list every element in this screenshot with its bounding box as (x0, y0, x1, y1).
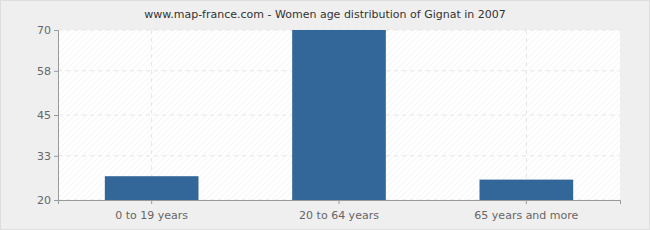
tick: 20 to 64 years (299, 200, 379, 222)
bar (105, 176, 199, 200)
tick-mark (339, 200, 340, 204)
tick-label: 20 to 64 years (299, 209, 379, 222)
bar (480, 180, 574, 200)
background (1, 1, 650, 230)
tick-mark (54, 156, 58, 157)
plot: 20 33 45 58 70 0 to 19 years 20 to 64 years 65 … (37, 24, 621, 222)
y-axis: 20 33 45 58 70 (37, 24, 59, 207)
bar (292, 30, 386, 200)
tick-label: 33 (37, 150, 51, 163)
x-axis: 0 to 19 years 20 to 64 years 65 years and … (59, 200, 621, 222)
tick: 45 (37, 109, 58, 122)
tick-label: 58 (37, 65, 51, 78)
tick-label: 20 (37, 194, 51, 207)
tick-label: 65 years and more (474, 209, 578, 222)
tick: 20 (37, 194, 58, 207)
tick: 58 (37, 65, 58, 78)
grid (58, 30, 620, 200)
chart: www.map-france.com - Women age distribut… (0, 0, 650, 230)
tick-mark (54, 71, 58, 72)
axis-line (54, 31, 59, 201)
tick: 33 (37, 150, 58, 163)
grid-line (151, 30, 152, 200)
tick-mark (54, 30, 58, 31)
tick: 70 (37, 24, 58, 37)
tick: 0 to 19 years (115, 200, 188, 222)
tick-mark (54, 115, 58, 116)
tick-label: 45 (37, 109, 51, 122)
tick-label: 0 to 19 years (115, 209, 188, 222)
plot-background (58, 30, 620, 200)
axis-line (59, 201, 621, 205)
tick-mark (151, 200, 152, 204)
tick-mark (526, 200, 527, 204)
grid-line (526, 30, 527, 200)
tick: 65 years and more (474, 200, 578, 222)
tick-mark (54, 200, 58, 201)
title: www.map-france.com - Women age distribut… (144, 8, 506, 21)
tick-label: 70 (37, 24, 51, 37)
bars (105, 30, 573, 200)
